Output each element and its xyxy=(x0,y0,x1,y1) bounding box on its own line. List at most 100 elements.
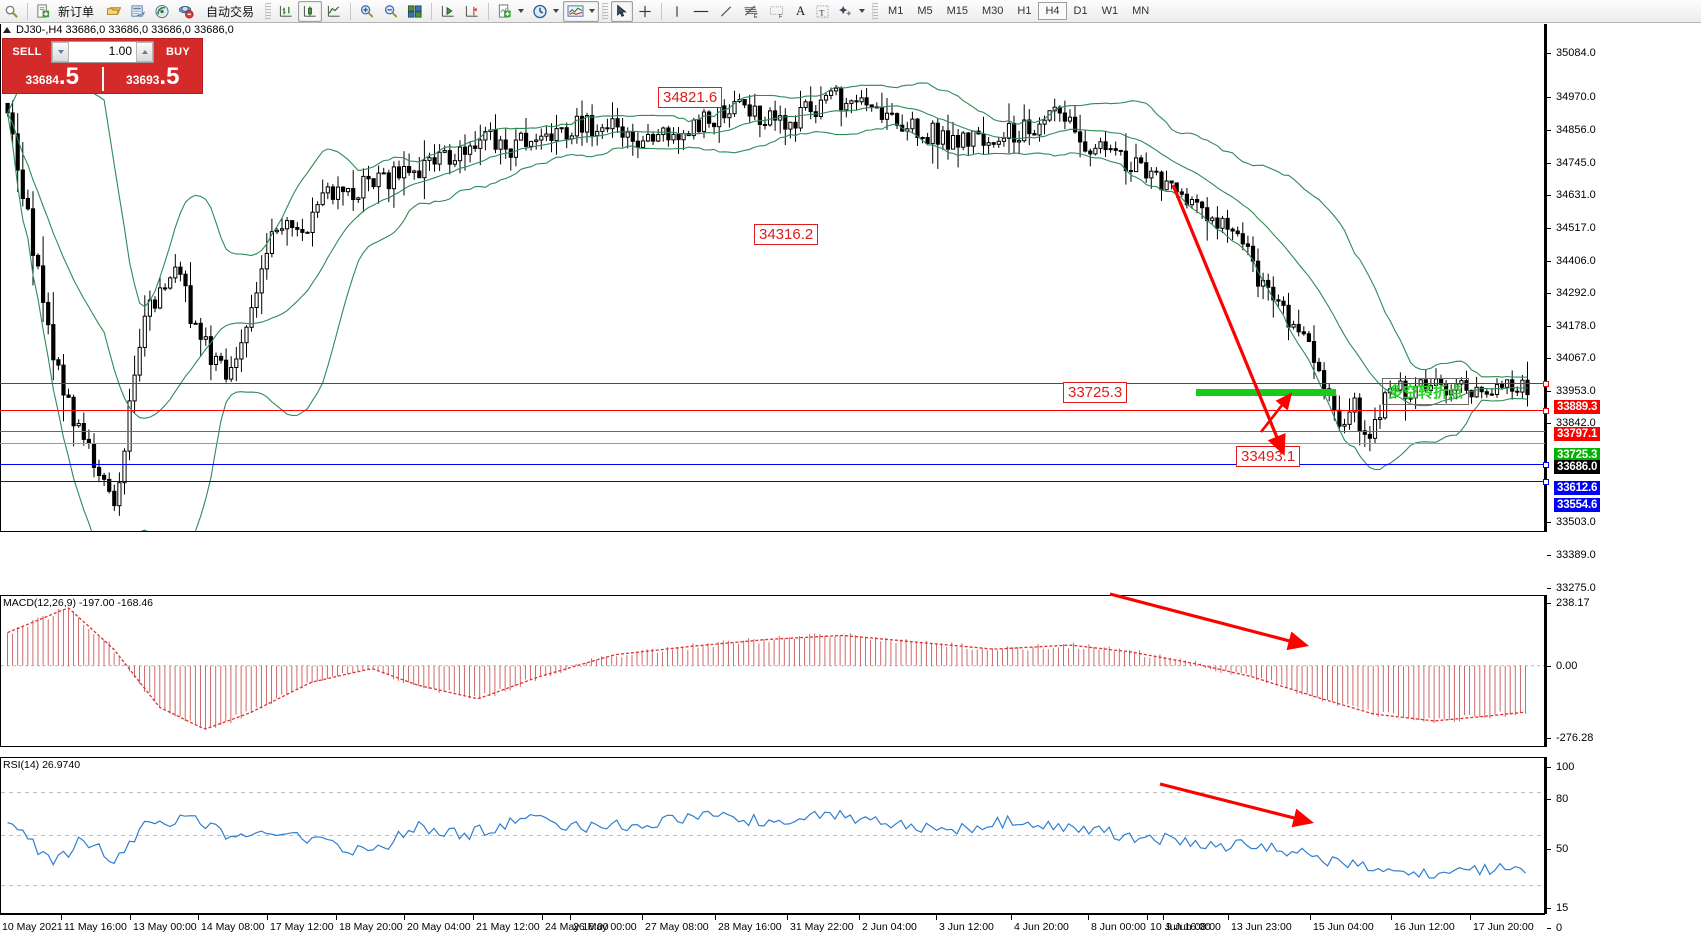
support-zone-marker[interactable] xyxy=(1196,389,1336,396)
macd-axis[interactable]: 238.17 0.00 -276.28 xyxy=(1545,595,1701,747)
axis-tick xyxy=(1547,767,1551,768)
price-level-label[interactable]: 33554.6 xyxy=(1554,498,1601,512)
line-chart-icon[interactable] xyxy=(322,1,346,22)
axis-tick xyxy=(1547,97,1551,98)
annotation-turning-point[interactable]: 多空转折点 xyxy=(1382,378,1470,405)
chevron-down-icon[interactable] xyxy=(518,9,525,13)
volume-input[interactable]: 1.00 xyxy=(51,41,154,63)
price-level-label[interactable]: 33797.1 xyxy=(1554,427,1601,441)
time-tick-label: 13 Jun 23:00 xyxy=(1231,921,1292,933)
toolbar-grip[interactable] xyxy=(602,2,609,20)
price-axis[interactable]: 35084.0 34970.0 34856.0 34745.0 34631.0 34517… xyxy=(1545,24,1701,627)
chart-shift-icon[interactable] xyxy=(460,1,484,22)
level-line-33725[interactable] xyxy=(0,431,1545,432)
timeframe-m15[interactable]: M15 xyxy=(946,5,968,17)
price-level-label[interactable]: 33725.3 xyxy=(1554,448,1601,462)
news-icon[interactable] xyxy=(126,1,150,22)
vertical-line-icon[interactable] xyxy=(666,1,688,22)
axis-tick-label: 34856.0 xyxy=(1556,124,1596,136)
axis-tick xyxy=(1547,908,1551,909)
volume-increment-button[interactable] xyxy=(136,42,153,62)
level-line-33797[interactable] xyxy=(0,408,1549,414)
candlestick-chart-icon[interactable] xyxy=(298,0,323,22)
rsi-indicator-pane[interactable] xyxy=(0,757,1545,914)
time-tick-label: 17 May 12:00 xyxy=(270,921,334,933)
auto-trading-label: 自动交易 xyxy=(206,4,255,19)
time-tick xyxy=(570,915,571,920)
period-icon[interactable] xyxy=(528,1,563,22)
annotation-33493[interactable]: 33493.1 xyxy=(1236,446,1301,467)
time-tick-label: 20 May 04:00 xyxy=(407,921,471,933)
axis-tick xyxy=(1547,799,1551,800)
price-level-label[interactable]: 33889.3 xyxy=(1554,400,1601,414)
price-level-label[interactable]: 33612.6 xyxy=(1554,481,1601,495)
time-tick xyxy=(1228,915,1229,920)
timeframe-w1[interactable]: W1 xyxy=(1101,5,1119,17)
timeframe-m30[interactable]: M30 xyxy=(982,5,1004,17)
auto-trading-button[interactable]: 自动交易 xyxy=(198,1,262,22)
chevron-down-icon[interactable] xyxy=(589,9,596,13)
shapes-icon[interactable] xyxy=(834,1,869,22)
time-axis[interactable]: 10 May 2021 11 May 16:00 13 May 00:00 14 Ma… xyxy=(0,914,1545,941)
cursor-icon[interactable] xyxy=(611,0,634,22)
axis-line xyxy=(1545,24,1547,532)
new-order-button[interactable]: 新订单 xyxy=(32,1,102,22)
price-level-label[interactable]: 33686.0 xyxy=(1554,460,1601,474)
annotation-33725[interactable]: 33725.3 xyxy=(1063,382,1128,403)
level-line-33554[interactable] xyxy=(0,479,1549,485)
timeframe-h4[interactable]: H4 xyxy=(1038,2,1067,20)
volume-decrement-button[interactable] xyxy=(52,42,69,62)
buy-price-decimal: .5 xyxy=(159,63,180,90)
zoom-in-icon[interactable] xyxy=(355,1,379,22)
timeframe-mn[interactable]: MN xyxy=(1132,5,1150,17)
time-tick-label: 17 Jun 20:00 xyxy=(1473,921,1534,933)
signal-icon[interactable] xyxy=(150,1,174,22)
one-click-trading-panel[interactable]: SELL 1.00 BUY 33684.5 33693.5 xyxy=(2,38,203,94)
axis-tick xyxy=(1547,53,1551,54)
time-tick xyxy=(642,915,643,920)
templates-icon[interactable] xyxy=(563,0,600,22)
folder-icon[interactable] xyxy=(102,1,126,22)
fibonacci-icon[interactable]: E xyxy=(738,1,764,22)
expert-advisor-icon[interactable] xyxy=(174,1,198,22)
time-tick xyxy=(473,915,474,920)
timeframe-d1[interactable]: D1 xyxy=(1073,5,1088,17)
add-indicator-icon[interactable] xyxy=(493,1,528,22)
chevron-down-icon[interactable] xyxy=(859,9,866,13)
chevron-down-icon[interactable] xyxy=(553,9,560,13)
text-label-icon[interactable]: T xyxy=(811,1,834,22)
auto-scroll-icon[interactable] xyxy=(436,1,460,22)
timeframe-m1[interactable]: M1 xyxy=(888,5,904,17)
text-icon[interactable]: A xyxy=(795,3,806,18)
channel-icon[interactable]: F xyxy=(764,1,790,22)
time-tick xyxy=(1163,915,1164,920)
bar-chart-icon[interactable] xyxy=(274,1,298,22)
volume-value[interactable]: 1.00 xyxy=(108,44,132,58)
search-icon[interactable] xyxy=(0,1,23,22)
level-line-33889[interactable] xyxy=(0,381,1549,387)
toolbar-grip[interactable] xyxy=(872,2,879,20)
crosshair-icon[interactable] xyxy=(633,1,657,22)
horizontal-line-icon[interactable] xyxy=(688,1,714,22)
time-tick xyxy=(1391,915,1392,920)
timeframe-m5[interactable]: M5 xyxy=(917,5,933,17)
buy-button[interactable]: BUY xyxy=(156,41,200,63)
tile-windows-icon[interactable] xyxy=(403,1,427,22)
sell-button[interactable]: SELL xyxy=(5,41,49,63)
symbol-ohlc-text: DJ30-,H4 33686,0 33686,0 33686,0 33686,0 xyxy=(16,24,234,36)
buy-price[interactable]: 33693.5 xyxy=(104,65,203,93)
time-tick-label: 24 May 16:00 xyxy=(545,921,609,933)
toolbar-grip[interactable] xyxy=(265,2,272,20)
trendline-icon[interactable] xyxy=(714,1,738,22)
price-chart[interactable] xyxy=(0,24,1545,532)
rsi-axis[interactable]: 100 80 50 15 0 xyxy=(1545,757,1701,934)
annotation-34316[interactable]: 34316.2 xyxy=(754,224,819,245)
macd-indicator-pane[interactable] xyxy=(0,595,1545,747)
level-line-33612[interactable] xyxy=(0,462,1549,468)
collapse-icon[interactable] xyxy=(3,27,11,33)
annotation-34821[interactable]: 34821.6 xyxy=(658,87,723,108)
zoom-out-icon[interactable] xyxy=(379,1,403,22)
timeframe-h1[interactable]: H1 xyxy=(1017,5,1032,17)
time-tick-label: 8 Jun 00:00 xyxy=(1091,921,1146,933)
sell-price[interactable]: 33684.5 xyxy=(3,65,102,93)
